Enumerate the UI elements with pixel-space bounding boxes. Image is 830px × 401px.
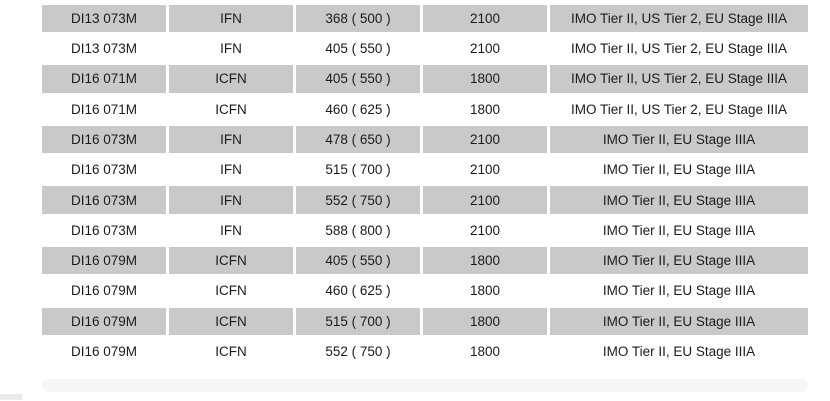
table-cell: IMO Tier II, EU Stage IIIA	[550, 307, 808, 335]
table-cell: DI16 073M	[42, 156, 166, 184]
table-row: DI16 073M IFN 588 ( 800 ) 2100 IMO Tier …	[42, 216, 808, 245]
table-cell: IMO Tier II, EU Stage IIIA	[550, 186, 808, 214]
table-row: DI16 079M ICFN 552 ( 750 ) 1800 IMO Tier…	[42, 337, 808, 366]
table-cell: 2100	[423, 156, 547, 184]
table-cell: IMO Tier II, US Tier 2, EU Stage IIIA	[550, 65, 808, 93]
table-cell: DI16 071M	[42, 65, 166, 93]
table-cell: 1800	[423, 307, 547, 335]
table-cell: DI13 073M	[42, 4, 166, 33]
table-cell: 460 ( 625 )	[296, 277, 420, 305]
table-cell: DI16 071M	[42, 95, 166, 123]
table-cell: 460 ( 625 )	[296, 95, 420, 123]
table-cell: 588 ( 800 )	[296, 216, 420, 245]
table-cell: 478 ( 650 )	[296, 125, 420, 154]
table-cell: IMO Tier II, US Tier 2, EU Stage IIIA	[550, 34, 808, 63]
table-cell: IMO Tier II, EU Stage IIIA	[550, 125, 808, 154]
table-row: DI16 079M ICFN 405 ( 550 ) 1800 IMO Tier…	[42, 246, 808, 275]
table-cell: 1800	[423, 246, 547, 275]
table-cell: ICFN	[169, 277, 293, 305]
table-cell: DI16 079M	[42, 277, 166, 305]
table-cell: IMO Tier II, EU Stage IIIA	[550, 156, 808, 184]
table-cell: IFN	[169, 34, 293, 63]
table-cell: 1800	[423, 277, 547, 305]
table-cell: IMO Tier II, US Tier 2, EU Stage IIIA	[550, 4, 808, 33]
table-cell: 2100	[423, 34, 547, 63]
table-cell: 368 ( 500 )	[296, 4, 420, 33]
table-cell: 405 ( 550 )	[296, 34, 420, 63]
table-cell: ICFN	[169, 95, 293, 123]
table-cell: ICFN	[169, 65, 293, 93]
table-row: DI16 071M ICFN 405 ( 550 ) 1800 IMO Tier…	[42, 65, 808, 93]
table-cell: IMO Tier II, EU Stage IIIA	[550, 246, 808, 275]
table-cell: 405 ( 550 )	[296, 65, 420, 93]
table-cell: IFN	[169, 125, 293, 154]
table-cell: DI16 079M	[42, 337, 166, 366]
table-cell: 405 ( 550 )	[296, 246, 420, 275]
table-cell: DI16 079M	[42, 307, 166, 335]
table-cell: ICFN	[169, 307, 293, 335]
table-row: DI16 079M ICFN 515 ( 700 ) 1800 IMO Tier…	[42, 307, 808, 335]
table-cell: 1800	[423, 95, 547, 123]
table-row: DI16 073M IFN 515 ( 700 ) 2100 IMO Tier …	[42, 156, 808, 184]
table-cell: 552 ( 750 )	[296, 186, 420, 214]
table-cell: 2100	[423, 216, 547, 245]
table-cell: IMO Tier II, EU Stage IIIA	[550, 337, 808, 366]
table-cell: 515 ( 700 )	[296, 307, 420, 335]
table-cell: ICFN	[169, 337, 293, 366]
table-cell: 1800	[423, 65, 547, 93]
table-row: DI13 073M IFN 405 ( 550 ) 2100 IMO Tier …	[42, 34, 808, 63]
table-cell: IFN	[169, 186, 293, 214]
table-cell: DI16 079M	[42, 246, 166, 275]
table-cell: DI13 073M	[42, 34, 166, 63]
table-cell: 2100	[423, 125, 547, 154]
table-row: DI16 073M IFN 478 ( 650 ) 2100 IMO Tier …	[42, 125, 808, 154]
table-row: DI16 079M ICFN 460 ( 625 ) 1800 IMO Tier…	[42, 277, 808, 305]
table-cell: IMO Tier II, US Tier 2, EU Stage IIIA	[550, 95, 808, 123]
corner-mark	[0, 394, 22, 400]
table-cell: IFN	[169, 216, 293, 245]
table-cell: 515 ( 700 )	[296, 156, 420, 184]
table-row: DI13 073M IFN 368 ( 500 ) 2100 IMO Tier …	[42, 4, 808, 33]
table-cell: IMO Tier II, EU Stage IIIA	[550, 216, 808, 245]
table-cell: 2100	[423, 4, 547, 33]
table-cell: 2100	[423, 186, 547, 214]
bottom-divider-bar	[42, 379, 808, 392]
table-cell: IMO Tier II, EU Stage IIIA	[550, 277, 808, 305]
table-row: DI16 071M ICFN 460 ( 625 ) 1800 IMO Tier…	[42, 95, 808, 123]
table-cell: DI16 073M	[42, 216, 166, 245]
table-cell: ICFN	[169, 246, 293, 275]
table-cell: IFN	[169, 4, 293, 33]
engine-spec-table: DI13 073M IFN 368 ( 500 ) 2100 IMO Tier …	[42, 4, 808, 366]
table-row: DI16 073M IFN 552 ( 750 ) 2100 IMO Tier …	[42, 186, 808, 214]
table-cell: 1800	[423, 337, 547, 366]
table-cell: IFN	[169, 156, 293, 184]
table-cell: DI16 073M	[42, 186, 166, 214]
table-cell: 552 ( 750 )	[296, 337, 420, 366]
table-cell: DI16 073M	[42, 125, 166, 154]
